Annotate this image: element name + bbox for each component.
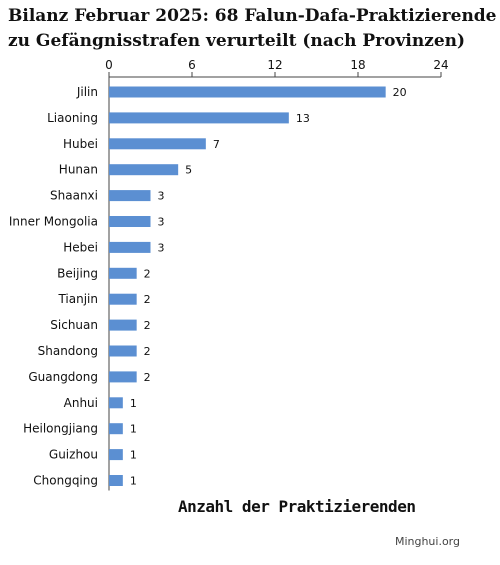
bar bbox=[109, 397, 123, 409]
bar bbox=[109, 190, 151, 202]
value-label: 1 bbox=[130, 397, 137, 410]
category-label: Hunan bbox=[59, 163, 98, 177]
x-tick-label: 12 bbox=[267, 58, 282, 72]
value-label: 1 bbox=[130, 449, 137, 462]
value-label: 13 bbox=[296, 112, 310, 125]
value-label: 3 bbox=[158, 216, 165, 229]
bar bbox=[109, 371, 137, 383]
category-label: Liaoning bbox=[47, 111, 98, 125]
category-label: Jilin bbox=[76, 85, 98, 99]
category-label: Hebei bbox=[63, 240, 98, 254]
value-label: 3 bbox=[158, 190, 165, 203]
category-label: Hubei bbox=[63, 137, 98, 151]
value-label: 2 bbox=[144, 345, 151, 358]
value-label: 2 bbox=[144, 293, 151, 306]
bar bbox=[109, 475, 123, 486]
category-label: Shaanxi bbox=[50, 189, 98, 203]
category-label: Tianjin bbox=[57, 292, 98, 306]
value-label: 3 bbox=[158, 241, 165, 254]
bar bbox=[109, 241, 151, 253]
bar bbox=[109, 112, 289, 124]
category-label: Guangdong bbox=[28, 370, 98, 384]
value-label: 7 bbox=[213, 138, 220, 151]
chart-title-line-1: Bilanz Februar 2025: 68 Falun-Dafa-Prakt… bbox=[8, 6, 497, 26]
value-label: 20 bbox=[393, 86, 407, 99]
value-label: 1 bbox=[130, 475, 137, 488]
category-label: Anhui bbox=[64, 396, 98, 410]
chart-title-line-2: zu Gefängnisstrafen verurteilt (nach Pro… bbox=[8, 31, 466, 51]
category-label: Heilongjiang bbox=[23, 422, 98, 436]
bar bbox=[109, 138, 206, 150]
category-label: Sichuan bbox=[50, 318, 98, 332]
value-label: 5 bbox=[185, 164, 192, 177]
bar bbox=[109, 319, 137, 331]
category-label: Guizhou bbox=[49, 448, 98, 462]
value-label: 1 bbox=[130, 423, 137, 436]
bar bbox=[109, 345, 137, 357]
bar bbox=[109, 216, 151, 227]
bar bbox=[109, 86, 386, 98]
category-label: Beijing bbox=[57, 266, 98, 280]
bar bbox=[109, 267, 137, 279]
bar bbox=[109, 423, 123, 435]
x-axis-title: Anzahl der Praktizierenden bbox=[178, 497, 416, 516]
category-label: Inner Mongolia bbox=[9, 215, 98, 229]
category-label: Shandong bbox=[38, 344, 98, 358]
category-labels: Jilin Liaoning Hubei Hunan Shaanxi Inner Mong… bbox=[9, 85, 98, 488]
bar bbox=[109, 164, 179, 176]
category-label: Chongqing bbox=[33, 474, 98, 488]
value-label: 2 bbox=[144, 267, 151, 280]
x-tick-label: 18 bbox=[350, 58, 365, 72]
x-tick-label: 0 bbox=[105, 58, 113, 72]
value-label: 2 bbox=[144, 371, 151, 384]
value-label: 2 bbox=[144, 319, 151, 332]
x-tick-label: 24 bbox=[433, 58, 448, 72]
bars bbox=[109, 86, 386, 486]
x-tick-label: 6 bbox=[188, 58, 196, 72]
bar bbox=[109, 449, 123, 461]
source-credit: Minghui.org bbox=[394, 535, 460, 548]
bar bbox=[109, 293, 137, 305]
